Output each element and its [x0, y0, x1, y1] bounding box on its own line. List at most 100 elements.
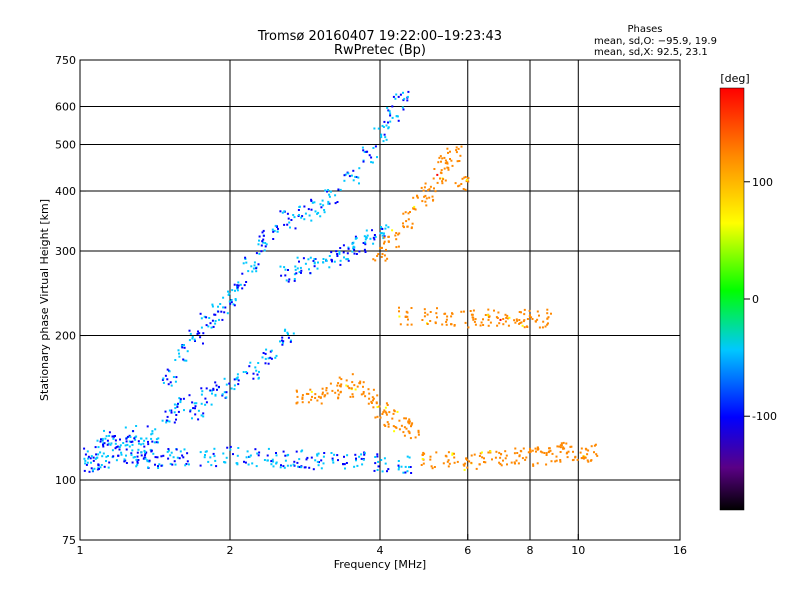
data-point [211, 392, 213, 395]
data-point [318, 461, 320, 464]
data-point [101, 437, 104, 440]
data-point [314, 393, 317, 396]
data-point [427, 189, 430, 192]
data-point [382, 232, 385, 235]
data-point [353, 248, 356, 251]
data-point [333, 260, 336, 263]
data-point [489, 450, 492, 453]
data-point [169, 381, 172, 384]
data-point [151, 430, 154, 433]
data-point [482, 318, 484, 321]
data-point [287, 280, 290, 283]
data-point [241, 272, 244, 275]
data-point [210, 464, 213, 467]
data-point [245, 456, 248, 459]
data-point [356, 464, 359, 467]
data-point [214, 381, 217, 384]
data-point [262, 234, 265, 237]
data-point [354, 388, 357, 391]
data-point [301, 215, 304, 218]
data-point [432, 177, 435, 180]
data-point [324, 394, 327, 397]
data-point [469, 310, 472, 312]
data-point [211, 303, 214, 306]
data-point [136, 451, 139, 454]
data-point [294, 268, 297, 271]
data-point [317, 452, 320, 455]
data-point [348, 175, 351, 178]
data-point [451, 164, 454, 167]
data-point [435, 312, 438, 315]
data-point [197, 409, 200, 412]
data-point [179, 450, 182, 453]
data-point [261, 231, 264, 234]
data-point [515, 459, 518, 462]
data-point [376, 255, 379, 257]
data-point [551, 452, 554, 455]
data-point [405, 310, 408, 313]
data-point [334, 202, 337, 205]
data-point [410, 425, 412, 428]
data-point [204, 450, 207, 453]
data-point [122, 442, 125, 444]
data-point [380, 135, 382, 138]
data-point [405, 220, 408, 223]
data-point [472, 318, 475, 321]
data-point [580, 447, 583, 450]
data-point [397, 95, 400, 98]
data-point [252, 267, 255, 270]
data-point [464, 176, 467, 178]
data-point [130, 441, 133, 443]
data-point [445, 320, 448, 323]
data-point [497, 311, 500, 314]
data-point [326, 190, 328, 193]
chart-subtitle: RwPretec (Bp) [334, 43, 426, 58]
data-point [506, 314, 509, 317]
data-point [433, 466, 436, 468]
data-point [504, 320, 507, 323]
data-point [522, 320, 525, 323]
data-point [536, 310, 539, 313]
data-point [373, 238, 376, 241]
data-point [319, 396, 322, 399]
data-point [545, 463, 548, 466]
colorbar-ticks: 100 0 -100 [744, 176, 777, 423]
data-point [298, 260, 300, 263]
data-point [166, 378, 169, 381]
data-point [539, 450, 542, 453]
data-point [224, 461, 227, 464]
data-point [108, 461, 111, 464]
data-point [385, 413, 388, 416]
data-point [386, 106, 389, 109]
data-point [363, 248, 366, 251]
data-point [289, 340, 292, 343]
data-point [162, 377, 165, 380]
data-point [446, 162, 449, 165]
data-point [559, 444, 562, 447]
data-point [236, 286, 239, 289]
data-point [337, 382, 340, 385]
data-point [347, 246, 350, 249]
data-point [380, 459, 383, 461]
data-point [202, 412, 205, 415]
data-point [385, 224, 388, 227]
data-point [112, 437, 115, 440]
data-point [414, 436, 417, 439]
data-point [337, 393, 340, 396]
data-point [328, 255, 331, 257]
data-point [443, 156, 446, 159]
data-point [425, 204, 428, 207]
data-point [496, 324, 499, 327]
data-point [193, 402, 196, 405]
data-point [119, 438, 121, 441]
data-point [147, 443, 150, 446]
data-point [150, 437, 153, 440]
data-point [340, 378, 343, 381]
data-point [199, 464, 202, 467]
data-point [229, 448, 232, 451]
data-point [187, 463, 190, 466]
data-point [424, 311, 427, 314]
data-point [365, 229, 368, 232]
data-point [205, 316, 208, 319]
data-point [321, 391, 324, 394]
